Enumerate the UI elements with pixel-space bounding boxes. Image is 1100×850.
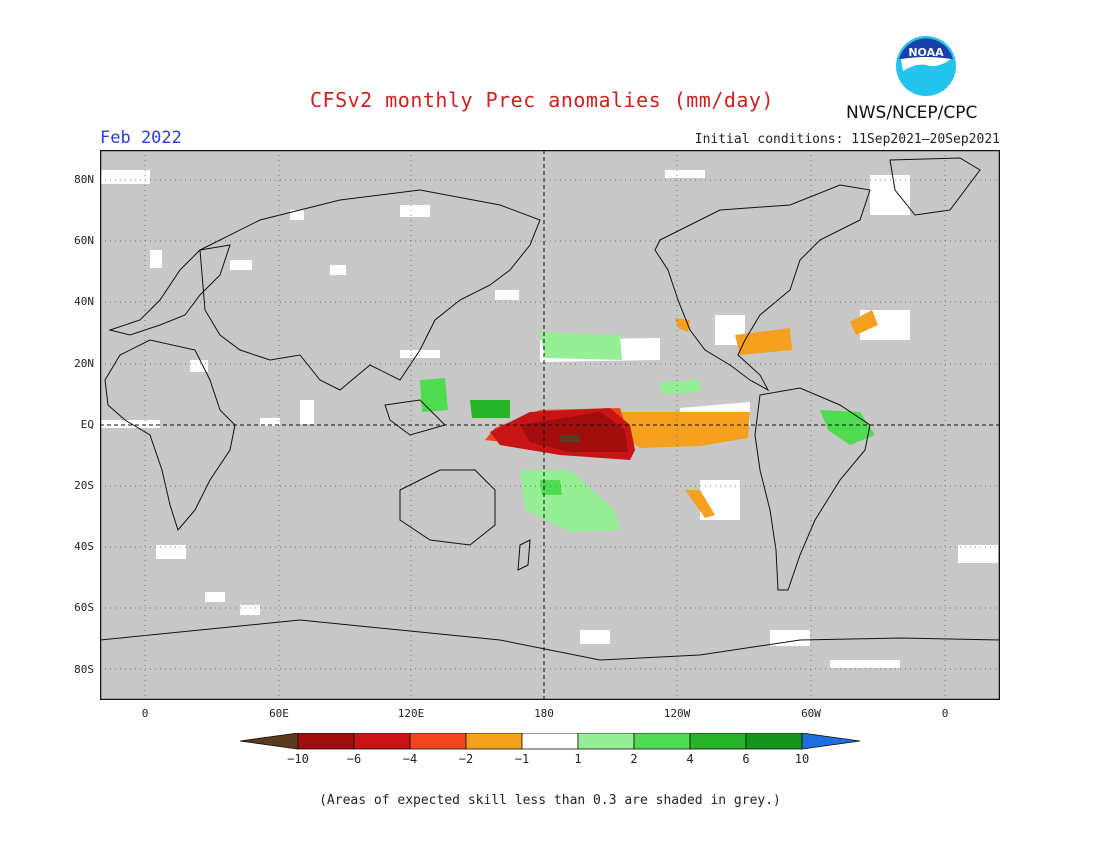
dry-minus1-2: [620, 412, 750, 448]
colorbar-tick: 4: [686, 752, 694, 766]
australia: [399, 469, 496, 546]
noaa-logo: NOAA: [896, 36, 956, 96]
greenland: [889, 157, 981, 216]
asia: [199, 189, 541, 391]
antarctica: [100, 619, 1000, 661]
dry-atlantic-north: [850, 310, 878, 335]
colorbar-swatch: [353, 733, 411, 750]
lat-label-20s: 20S: [74, 479, 94, 492]
lat-label-eq: EQ: [80, 418, 94, 431]
colorbar-swatch: [297, 733, 355, 750]
colorbar-swatch-lowest: [240, 733, 299, 750]
dry-southeast-pacific: [685, 490, 715, 518]
lon-label-60w: 60W: [801, 707, 821, 720]
wet-warm-pool: [470, 400, 510, 418]
map-border: [100, 150, 1000, 700]
wet-maritime-continent: [420, 378, 448, 412]
north-america: [654, 184, 871, 392]
maritime-islands: [384, 399, 446, 436]
colorbar-tick: −1: [514, 752, 530, 766]
lat-label-60s: 60S: [74, 601, 94, 614]
reference-lines: [100, 150, 1000, 700]
lon-label-120w: 120W: [663, 707, 691, 720]
lat-label-40s: 40S: [74, 540, 94, 553]
africa: [104, 339, 236, 532]
dry-minus6-10: [520, 412, 628, 452]
coastlines: [100, 157, 1000, 661]
lat-label-80n: 80N: [74, 173, 94, 186]
colorbar: [240, 733, 861, 750]
colorbar-swatch: [689, 733, 747, 750]
colorbar-swatch-highest: [801, 733, 861, 750]
colorbar-tick: −2: [458, 752, 474, 766]
south-america: [754, 387, 871, 591]
wet-north-pacific: [540, 332, 622, 360]
lat-label-40n: 40N: [74, 295, 94, 308]
colorbar-tick: 6: [742, 752, 750, 766]
colorbar-swatch: [521, 733, 579, 750]
new-zealand: [517, 539, 531, 571]
colorbar-tick: 2: [630, 752, 638, 766]
lat-label-60n: 60N: [74, 234, 94, 247]
lon-label-60e: 60E: [269, 707, 289, 720]
dry-below-minus10: [560, 435, 580, 442]
lon-label-0: 0: [141, 707, 149, 720]
colorbar-tick: 10: [794, 752, 810, 766]
lat-label-80s: 80S: [74, 663, 94, 676]
lon-label-120e: 120E: [397, 707, 425, 720]
initial-conditions: Initial conditions: 11Sep2021–20Sep2021: [694, 132, 1000, 147]
logo-text: NOAA: [908, 46, 944, 59]
skill-footnote: (Areas of expected skill less than 0.3 a…: [319, 793, 781, 808]
colorbar-tick: −10: [287, 752, 309, 766]
colorbar-swatch: [409, 733, 467, 750]
lon-label-0-east: 0: [941, 707, 949, 720]
colorbar-tick: 1: [574, 752, 582, 766]
neutral-patches: [100, 170, 998, 668]
colorbar-swatch: [745, 733, 803, 750]
colorbar-swatch: [465, 733, 523, 750]
precip-anomaly-map: [100, 150, 1000, 700]
wet-spcz-core: [540, 480, 562, 495]
lon-label-180: 180: [534, 707, 554, 720]
wet-east-pacific: [660, 380, 700, 394]
lat-label-20n: 20N: [74, 357, 94, 370]
colorbar-tick: −6: [346, 752, 362, 766]
forecast-month: Feb 2022: [100, 128, 182, 148]
agency-label: NWS/NCEP/CPC: [846, 103, 978, 123]
europe: [108, 244, 231, 336]
colorbar-swatch: [633, 733, 691, 750]
colorbar-tick: −4: [402, 752, 418, 766]
colorbar-swatch: [577, 733, 635, 750]
dry-gulf-mexico: [735, 328, 792, 355]
map-title: CFSv2 monthly Prec anomalies (mm/day): [310, 88, 775, 112]
